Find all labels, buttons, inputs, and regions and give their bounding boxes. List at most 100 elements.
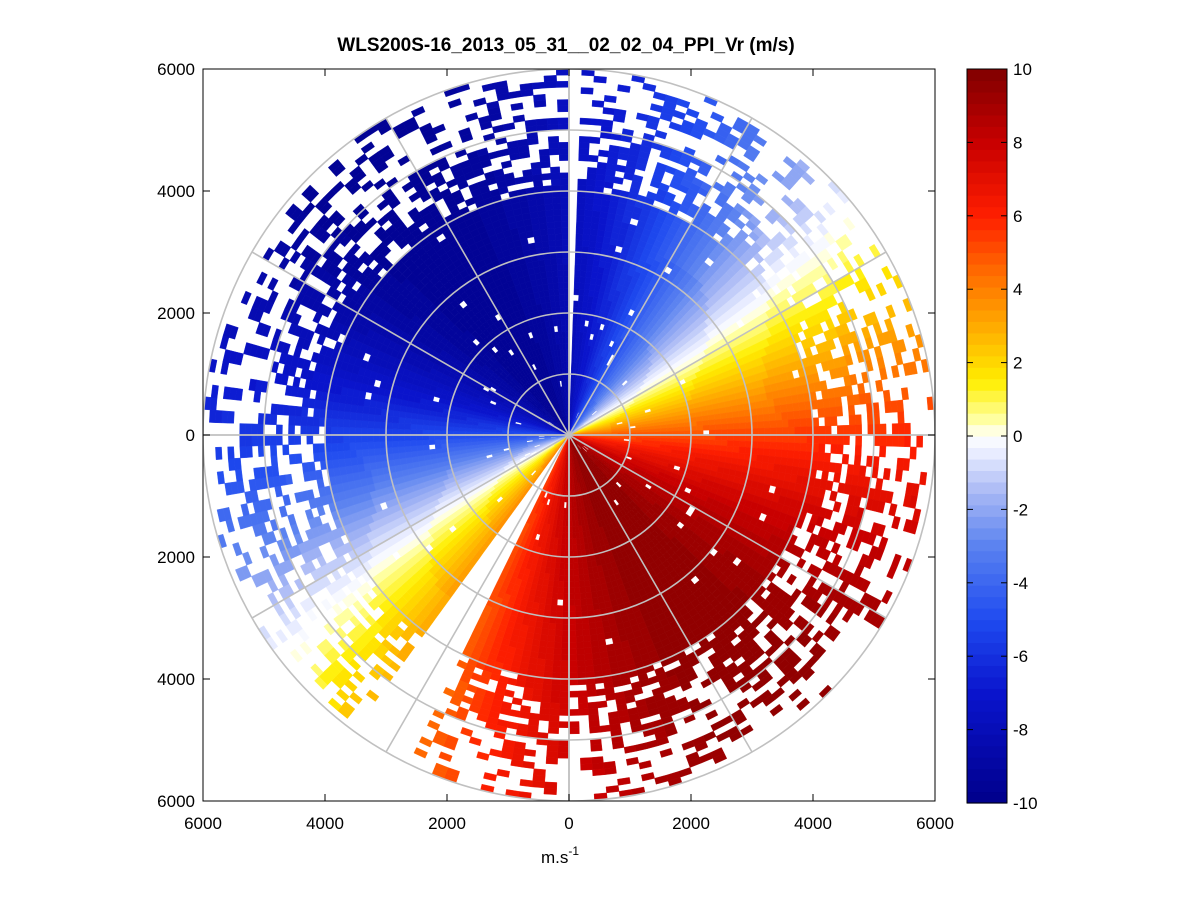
velocity-gate bbox=[890, 400, 898, 413]
velocity-gate bbox=[792, 458, 800, 468]
velocity-gate bbox=[763, 420, 771, 429]
velocity-gate bbox=[583, 221, 592, 229]
velocity-gate bbox=[580, 604, 588, 612]
velocity-gate bbox=[836, 425, 844, 436]
velocity-gate bbox=[882, 389, 891, 403]
velocity-gate bbox=[588, 713, 600, 722]
velocity-gate bbox=[879, 423, 887, 436]
velocity-gate bbox=[603, 631, 613, 640]
velocity-gate bbox=[546, 641, 555, 649]
velocity-gate bbox=[733, 440, 740, 448]
velocity-gate bbox=[756, 454, 764, 463]
velocity-gate bbox=[568, 605, 576, 613]
velocity-gate bbox=[579, 586, 586, 594]
velocity-gate bbox=[678, 438, 686, 444]
velocity-gate bbox=[671, 423, 679, 429]
velocity-gate bbox=[572, 538, 577, 545]
velocity-gate bbox=[666, 438, 673, 443]
velocity-gate bbox=[660, 437, 667, 443]
velocity-gate bbox=[572, 318, 578, 326]
velocity-gate bbox=[592, 768, 605, 777]
velocity-gate bbox=[547, 726, 560, 734]
velocity-gate bbox=[547, 628, 556, 637]
velocity-gate bbox=[568, 690, 579, 698]
velocity-gate bbox=[584, 203, 594, 211]
velocity-gate bbox=[580, 258, 588, 266]
velocity-gate bbox=[727, 434, 734, 441]
velocity-gate bbox=[781, 411, 789, 421]
velocity-gate bbox=[559, 562, 565, 570]
velocity-gate bbox=[576, 647, 585, 655]
velocity-gate bbox=[558, 721, 570, 729]
velocity-gate bbox=[568, 727, 580, 735]
velocity-gate bbox=[775, 419, 783, 429]
velocity-gate bbox=[812, 426, 820, 436]
velocity-gate bbox=[552, 665, 562, 674]
velocity-gate bbox=[799, 409, 807, 420]
velocity-gate bbox=[781, 449, 789, 459]
velocity-gate bbox=[879, 445, 887, 458]
velocity-gate bbox=[572, 544, 578, 552]
velocity-gate bbox=[702, 424, 710, 431]
velocity-gate bbox=[581, 622, 590, 630]
velocity-gate bbox=[755, 173, 769, 186]
velocity-gate bbox=[595, 688, 606, 697]
velocity-gate bbox=[554, 562, 561, 570]
velocity-gate bbox=[577, 562, 584, 570]
velocity-gate bbox=[676, 98, 691, 109]
velocity-gate bbox=[576, 653, 585, 661]
velocity-gate bbox=[774, 405, 782, 414]
velocity-gate bbox=[812, 434, 820, 444]
velocity-gate bbox=[720, 418, 728, 425]
velocity-gate bbox=[549, 708, 560, 716]
velocity-gate bbox=[584, 579, 591, 587]
velocity-gate bbox=[544, 603, 552, 612]
velocity-gate bbox=[587, 707, 599, 716]
velocity-gate bbox=[919, 471, 928, 486]
velocity-gate bbox=[575, 525, 580, 533]
velocity-gate bbox=[647, 428, 655, 433]
velocity-gate bbox=[575, 641, 585, 649]
velocity-gate bbox=[725, 411, 734, 419]
velocity-gate bbox=[726, 423, 734, 430]
velocity-gate bbox=[545, 653, 554, 661]
velocity-gate bbox=[855, 434, 863, 446]
velocity-gate bbox=[782, 434, 789, 443]
velocity-gate bbox=[769, 420, 777, 429]
velocity-gate bbox=[539, 707, 551, 716]
velocity-gate bbox=[561, 648, 570, 655]
velocity-gate bbox=[587, 154, 599, 163]
velocity-gate bbox=[799, 418, 808, 428]
velocity-gate bbox=[561, 623, 570, 631]
velocity-gate bbox=[545, 591, 553, 600]
velocity-gate bbox=[897, 423, 905, 436]
velocity-gate bbox=[835, 406, 844, 417]
velocity-gate bbox=[757, 441, 765, 449]
velocity-gate bbox=[559, 684, 570, 692]
velocity-gate bbox=[568, 672, 578, 680]
velocity-gate bbox=[580, 763, 593, 771]
velocity-gate bbox=[710, 111, 725, 123]
velocity-gate bbox=[577, 300, 584, 308]
velocity-gate bbox=[641, 429, 649, 433]
velocity-gate bbox=[592, 602, 600, 611]
velocity-gate bbox=[578, 148, 590, 156]
velocity-gate bbox=[586, 173, 597, 181]
velocity-gate bbox=[762, 406, 770, 415]
velocity-gate bbox=[746, 145, 761, 158]
velocity-gate bbox=[786, 457, 794, 467]
velocity-gate bbox=[780, 404, 788, 413]
velocity-gate bbox=[731, 410, 740, 419]
velocity-gate bbox=[556, 605, 564, 613]
velocity-gate bbox=[780, 457, 788, 466]
velocity-gate bbox=[768, 448, 777, 457]
velocity-gate bbox=[754, 263, 766, 275]
velocity-gate bbox=[824, 425, 832, 436]
velocity-gate bbox=[602, 107, 616, 116]
velocity-gate bbox=[578, 702, 589, 710]
velocity-gate bbox=[578, 294, 584, 302]
velocity-gate bbox=[762, 455, 770, 464]
velocity-gate bbox=[584, 209, 593, 217]
velocity-gate bbox=[712, 408, 721, 415]
velocity-gate bbox=[568, 587, 575, 594]
